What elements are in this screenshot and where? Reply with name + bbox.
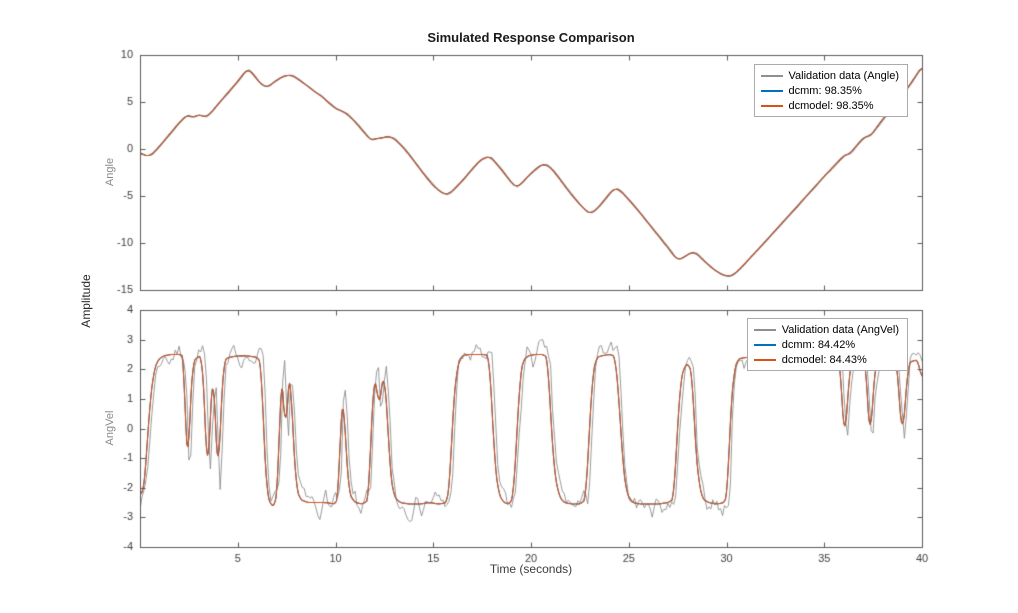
figure-title: Simulated Response Comparison [427,30,635,45]
legend-label: dcmodel: 84.43% [781,353,867,366]
legend-label: dcmm: 84.42% [781,338,856,351]
legend-item-dcmm-angle[interactable]: dcmm: 98.35% [760,83,899,98]
validation-line-swatch [753,328,776,331]
dcmm-line-swatch [753,343,776,346]
legend-item-dcmodel-angle[interactable]: dcmodel: 98.35% [760,98,899,113]
legend-label: dcmodel: 98.35% [788,99,874,112]
legend-label: dcmm: 98.35% [788,84,862,97]
legend-item-dcmm-angvel[interactable]: dcmm: 84.42% [753,337,899,352]
legend-angle: Validation data (Angle) dcmm: 98.35% dcm… [753,64,908,117]
legend-item-validation-angle[interactable]: Validation data (Angle) [760,68,899,83]
legend-item-validation-angvel[interactable]: Validation data (AngVel) [753,322,899,337]
dcmm-line-swatch [760,89,783,92]
validation-line-swatch [760,74,783,77]
dcmodel-line-swatch [760,104,783,107]
ylabel-angvel: AngVel [104,410,116,446]
dcmodel-line-swatch [753,358,776,361]
ylabel-angle: Angle [104,157,116,187]
legend-label: Validation data (AngVel) [781,323,899,336]
x-axis-label: Time (seconds) [489,562,573,576]
legend-angvel: Validation data (AngVel) dcmm: 84.42% dc… [746,318,908,371]
legend-label: Validation data (Angle) [788,69,899,82]
legend-item-dcmodel-angvel[interactable]: dcmodel: 84.43% [753,352,899,367]
shared-y-axis-label: Amplitude [79,274,93,328]
